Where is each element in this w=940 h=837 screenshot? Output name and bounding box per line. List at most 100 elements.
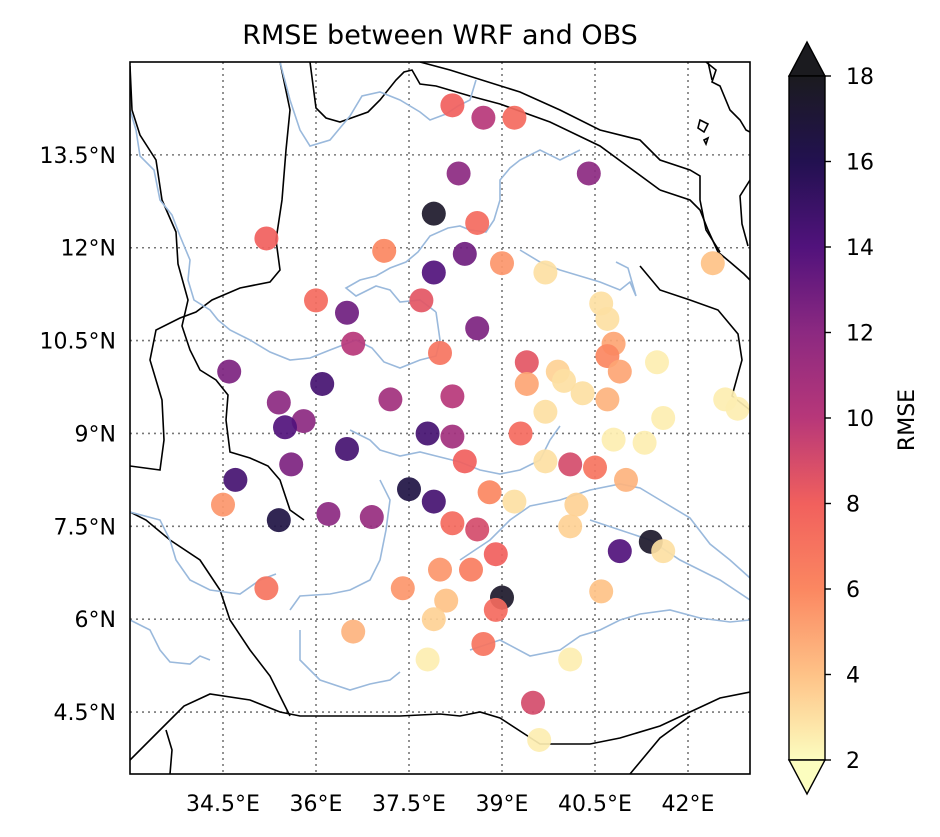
station-point [483,542,508,567]
gridlines [130,62,750,774]
y-tick-label: 7.5°N [54,515,116,540]
station-point [335,300,359,325]
station-point [533,260,558,285]
station-point [378,387,403,412]
station-point [446,161,471,186]
y-tick-label: 12°N [61,237,116,262]
station-point [428,340,452,365]
station-point [465,517,490,542]
station-point [440,511,465,536]
colorbar-tick-label: 6 [846,578,860,603]
station-point [266,390,291,415]
station-point [341,331,366,356]
colorbar: 2 4 6 8 10 12 14 16 18 RMSE [787,40,920,796]
station-point [452,241,477,266]
station-point [558,452,583,477]
station-point [440,424,465,449]
country-borders [130,62,750,774]
colorbar-max-extend [787,40,827,77]
station-point [217,359,242,384]
station-point [415,421,440,446]
station-point [428,557,452,582]
colorbar-tick-label: 4 [846,664,860,689]
x-tick-labels: 34.5°E 36°E 37.5°E 39°E 40.5°E 42°E [186,792,714,817]
station-point [421,260,446,285]
station-point [452,449,477,474]
station-point [465,316,490,341]
station-point [440,384,465,409]
x-tick-label: 34.5°E [186,792,260,817]
map-area [130,62,750,774]
plot-frame [129,61,751,775]
station-point [651,406,676,430]
station-point [570,381,595,406]
station-point [558,514,583,539]
x-tick-label: 42°E [662,792,715,817]
colorbar-label: RMSE [895,389,920,451]
station-point [564,492,589,517]
station-point [397,477,421,502]
y-tick-label: 4.5°N [54,701,116,726]
station-point [483,597,508,622]
station-point [607,539,632,564]
x-tick-label: 40.5°E [558,792,632,817]
station-point [440,93,465,118]
y-tick-label: 9°N [75,422,116,447]
station-point [552,368,576,393]
station-point [415,647,440,672]
station-point [583,455,607,480]
station-point [335,436,359,461]
x-tick-label: 36°E [290,792,343,817]
colorbar-tick-label: 12 [846,322,874,347]
colorbar-tick-label: 8 [846,493,860,518]
station-point [595,387,620,412]
station-point [291,409,316,434]
station-point [589,579,614,604]
station-point [607,359,632,384]
station-point [310,371,335,396]
colorbar-gradient [788,75,826,761]
colorbar-min-extend [787,759,827,796]
station-point [725,396,750,421]
station-point [223,467,248,492]
station-point [645,350,669,375]
colorbar-ticks: 2 4 6 8 10 12 14 16 18 [825,65,874,774]
station-point [558,647,583,672]
y-tick-label: 13.5°N [40,144,116,169]
station-point [508,421,533,446]
station-point [514,371,539,396]
x-tick-label: 37.5°E [372,792,446,817]
station-point [533,449,558,474]
station-point [459,557,483,582]
station-point [477,480,502,505]
colorbar-tick-label: 14 [846,236,874,261]
station-point [211,492,235,517]
colorbar-tick-label: 2 [846,749,860,774]
station-point [421,201,446,226]
station-point [254,576,279,601]
station-point [304,288,328,313]
station-point [465,210,490,235]
station-point [471,631,496,656]
station-point [372,238,397,263]
y-tick-label: 10.5°N [40,330,116,355]
station-point [601,427,626,452]
station-point [595,306,620,331]
station-point [614,467,638,492]
y-tick-label: 6°N [75,608,116,633]
station-point [576,161,601,186]
station-point [502,489,527,514]
colorbar-tick-label: 16 [846,151,874,176]
station-point [316,501,341,526]
station-point [434,588,459,613]
station-point [700,251,725,276]
station-point [266,508,291,533]
station-point [409,288,434,313]
station-point [273,415,297,440]
station-point [527,727,552,752]
scatter-points [211,93,750,752]
station-point [533,399,558,424]
station-point [521,690,545,715]
colorbar-tick-label: 18 [846,65,874,90]
station-point [421,489,446,514]
